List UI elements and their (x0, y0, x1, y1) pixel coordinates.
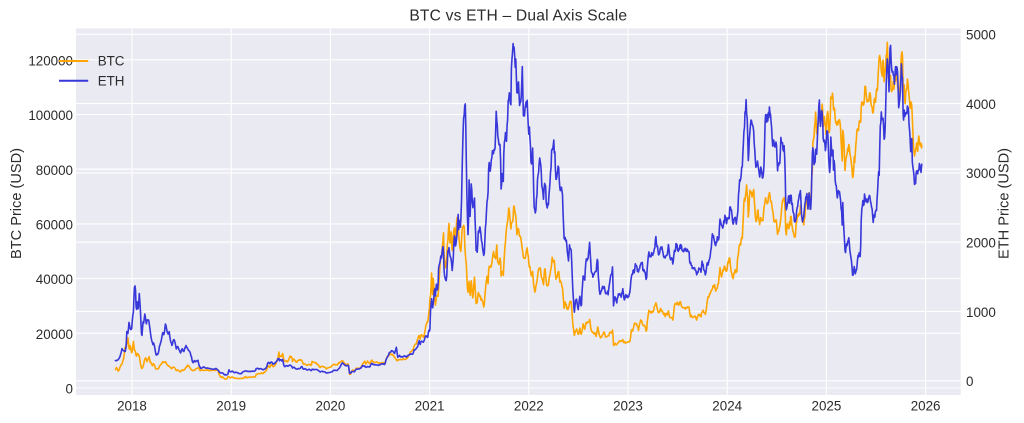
svg-text:80000: 80000 (36, 163, 73, 178)
svg-text:BTC vs ETH – Dual Axis Scale: BTC vs ETH – Dual Axis Scale (409, 8, 627, 25)
svg-text:BTC Price (USD): BTC Price (USD) (9, 148, 25, 259)
svg-text:2018: 2018 (117, 399, 147, 414)
svg-text:4000: 4000 (966, 97, 996, 112)
svg-text:2022: 2022 (514, 399, 544, 414)
svg-text:2025: 2025 (812, 399, 842, 414)
svg-text:2000: 2000 (966, 236, 996, 251)
svg-text:5000: 5000 (966, 28, 996, 43)
svg-text:3000: 3000 (966, 166, 996, 181)
svg-text:40000: 40000 (36, 272, 73, 287)
svg-text:120000: 120000 (28, 53, 73, 68)
svg-text:0: 0 (66, 382, 73, 397)
svg-text:ETH: ETH (98, 74, 125, 89)
svg-text:2020: 2020 (316, 399, 346, 414)
svg-text:ETH Price (USD): ETH Price (USD) (997, 148, 1013, 259)
svg-text:2024: 2024 (712, 399, 742, 414)
svg-text:2026: 2026 (911, 399, 941, 414)
svg-text:2023: 2023 (613, 399, 643, 414)
svg-text:2019: 2019 (216, 399, 246, 414)
svg-text:1000: 1000 (966, 305, 996, 320)
svg-text:0: 0 (966, 374, 973, 389)
svg-text:100000: 100000 (28, 108, 73, 123)
svg-text:2021: 2021 (415, 399, 445, 414)
svg-text:BTC: BTC (98, 53, 125, 68)
svg-text:20000: 20000 (36, 327, 73, 342)
svg-text:60000: 60000 (36, 218, 73, 233)
